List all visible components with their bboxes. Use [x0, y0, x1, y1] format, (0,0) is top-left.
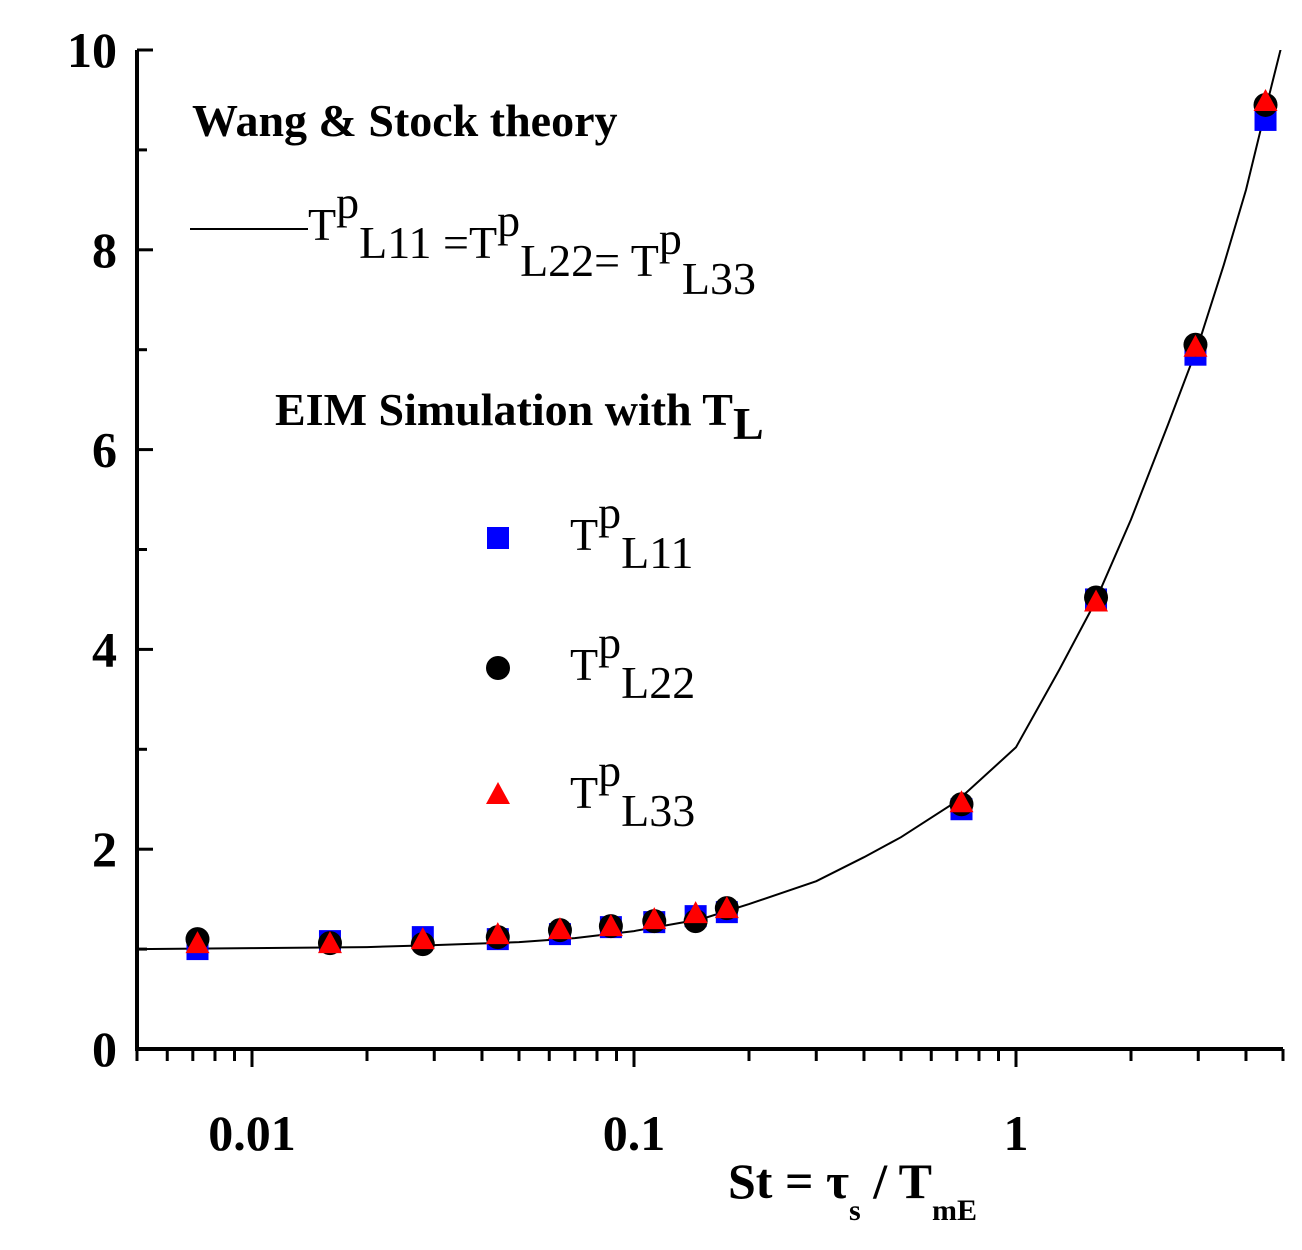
series-legend-label: TpL22: [570, 617, 695, 708]
triangle-point: [1084, 589, 1109, 612]
x-tick-label: 0.01: [208, 1105, 296, 1161]
triangle-point: [547, 917, 572, 940]
series-legend-label: TpL33: [570, 745, 695, 836]
triangle-point: [485, 922, 510, 945]
triangle-point: [642, 907, 667, 930]
theory-legend-heading: Wang & Stock theory: [192, 95, 618, 146]
y-tick-label: 10: [67, 22, 117, 78]
triangle-point: [714, 896, 739, 919]
x-tick-label: 0.1: [603, 1105, 666, 1161]
series-legend-label: TpL11: [570, 487, 694, 578]
legend-square-marker: [487, 527, 509, 549]
y-tick-label: 6: [92, 422, 117, 478]
y-tick-label: 2: [92, 821, 117, 877]
y-tick-label: 8: [92, 222, 117, 278]
y-tick-label: 0: [92, 1021, 117, 1077]
triangle-point: [683, 901, 708, 924]
theory-legend-label: TpL11 =TpL22= TpL33: [308, 177, 756, 304]
triangle-point: [410, 927, 435, 950]
theory-curve: [137, 50, 1282, 951]
legend-triangle-marker: [486, 782, 510, 804]
legend-circle-marker: [486, 656, 510, 680]
triangle-point: [598, 914, 623, 937]
triangle-point: [949, 790, 974, 813]
triangle-point: [317, 931, 342, 954]
triangle-point: [1253, 88, 1278, 111]
x-tick-label: 1: [1003, 1105, 1028, 1161]
triangle-point: [185, 931, 210, 954]
y-tick-label: 4: [92, 621, 117, 677]
x-axis-label: St = τs / TmE: [728, 1153, 977, 1227]
triangle-point: [1183, 334, 1208, 357]
simulation-legend-heading: EIM Simulation with TL: [275, 384, 764, 449]
